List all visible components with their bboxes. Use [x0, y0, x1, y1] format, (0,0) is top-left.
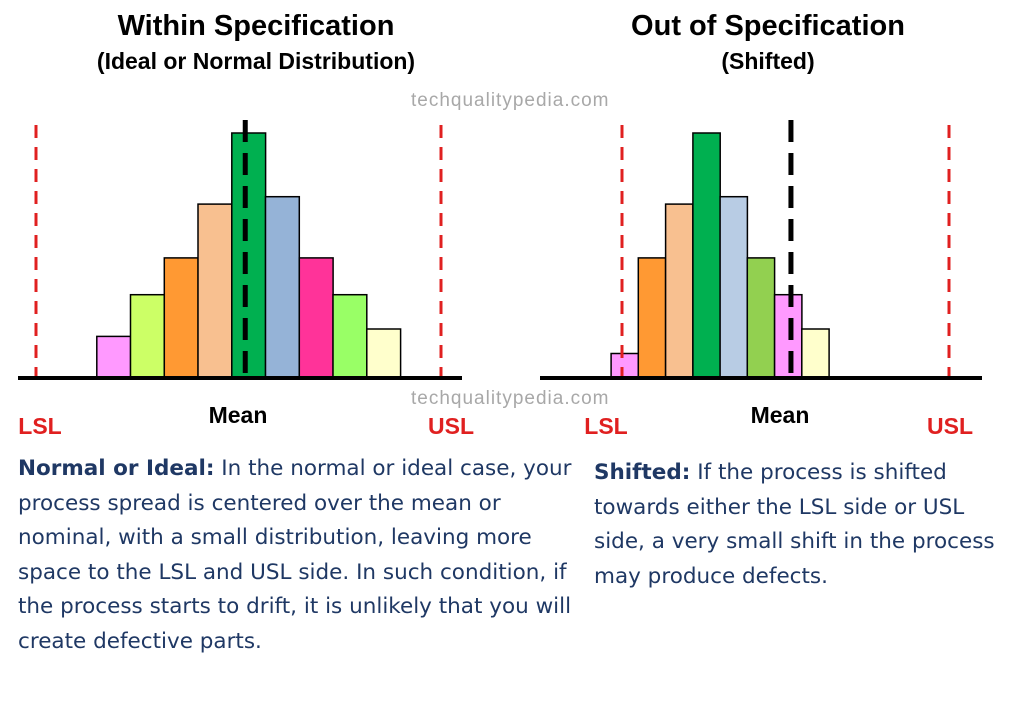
histogram-bar-6 [264, 195, 301, 379]
description-text: If the process is shifted towards either… [594, 460, 995, 589]
chart-panel-within-spec: Within Specification (Ideal or Normal Di… [18, 10, 474, 439]
histogram-bar-6 [746, 257, 776, 379]
histogram-bar-1 [610, 352, 640, 379]
lsl-label: LSL [18, 413, 61, 439]
histogram-bar-8 [332, 293, 368, 379]
histogram-bar-5 [719, 195, 749, 379]
chart-subtitle: (Shifted) [721, 48, 815, 74]
chart-subtitle: (Ideal or Normal Distribution) [96, 48, 416, 74]
histogram-bar-3 [163, 257, 199, 379]
histogram-bar-5 [231, 132, 267, 379]
description-heading: Shifted: [594, 460, 691, 485]
histogram-bar-4 [197, 203, 233, 379]
watermark: techqualitypedia.com [411, 90, 610, 111]
histogram-bar-2 [637, 257, 667, 379]
watermark: techqualitypedia.com [411, 388, 610, 409]
description-text: In the normal or ideal case, your proces… [18, 456, 572, 654]
description-normal: Normal or Ideal: In the normal or ideal … [18, 452, 578, 659]
histogram-bar-3 [664, 203, 694, 379]
histogram-bar-9 [366, 328, 402, 379]
histogram-chart-within-spec: LSL USL Mean [18, 120, 474, 439]
histogram-bar-2 [129, 293, 166, 379]
mean-label: Mean [751, 402, 810, 428]
histogram-chart-out-of-spec: LSL USL Mean [540, 120, 982, 439]
description-shifted: Shifted: If the process is shifted towar… [594, 456, 1014, 594]
histogram-bar-4 [692, 132, 721, 379]
histogram-bar-7 [298, 257, 334, 379]
histogram-bar-1 [96, 335, 132, 379]
usl-label: USL [927, 413, 973, 439]
lsl-label: LSL [584, 413, 627, 439]
description-heading: Normal or Ideal: [18, 456, 215, 481]
chart-title: Out of Specification [631, 10, 905, 42]
usl-label: USL [428, 413, 474, 439]
histogram-bar-8 [801, 328, 830, 379]
chart-panel-out-of-spec: Out of Specification (Shifted) LSL USL Mea… [512, 0, 1024, 718]
mean-label: Mean [209, 402, 268, 428]
chart-title: Within Specification [117, 10, 395, 42]
histogram-bar-7 [773, 293, 803, 379]
